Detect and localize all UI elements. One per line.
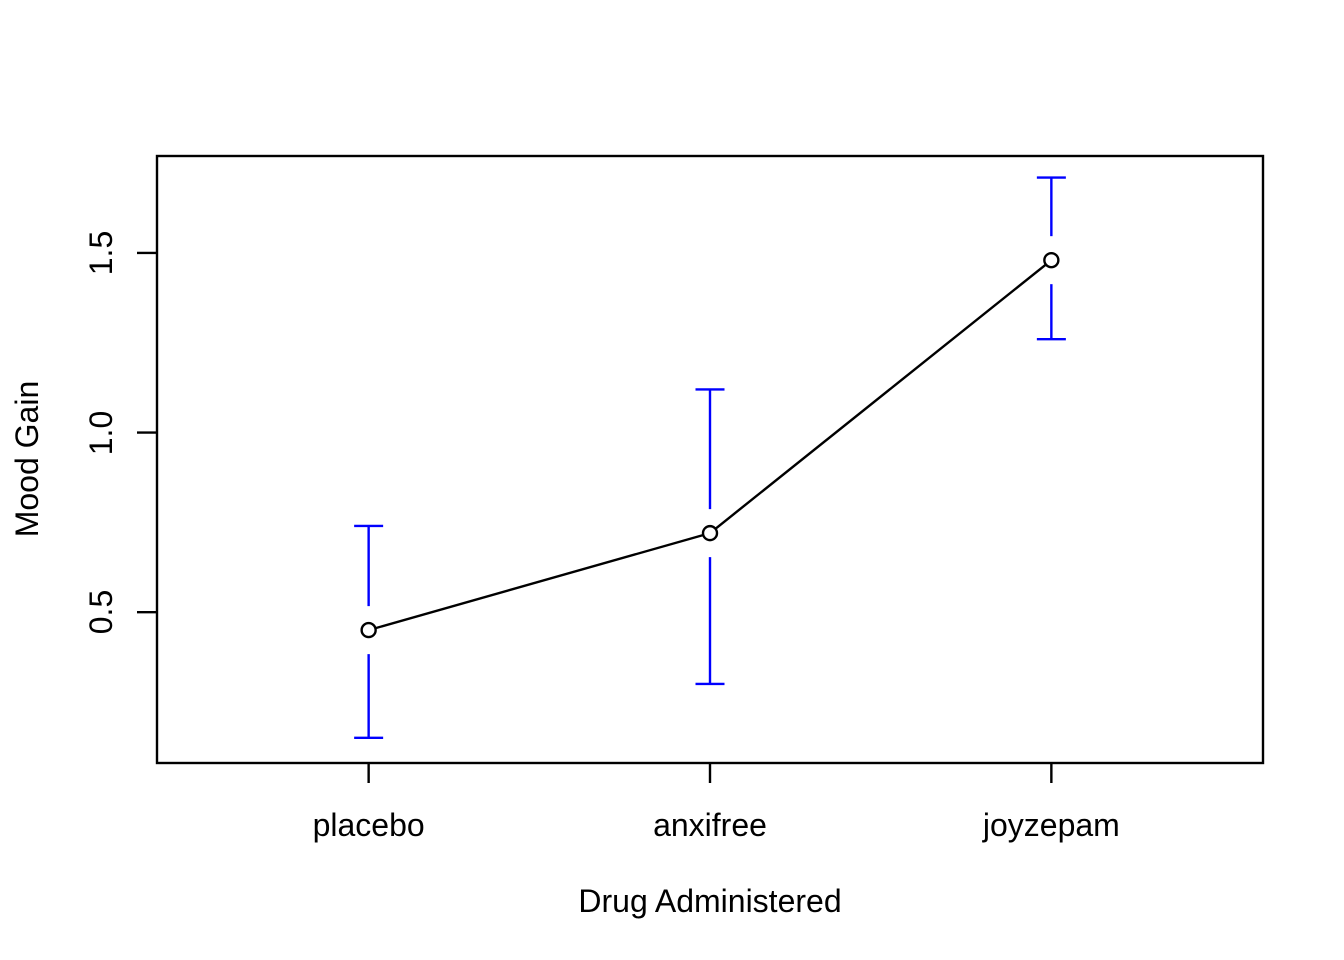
y-axis-title: Mood Gain [9,380,45,538]
data-point-marker [701,524,719,542]
data-point-marker [360,621,377,639]
series-line-segment [709,259,1053,535]
x-category-label: joyzepam [982,807,1120,843]
y-tick-label: 1.0 [83,410,119,455]
y-tick-label: 1.5 [83,230,119,276]
x-category-label: anxifree [653,807,767,843]
series-line-segment [368,531,711,632]
y-tick-label: 0.5 [83,589,119,635]
data-point-marker [1043,251,1060,269]
x-category-label: placebo [312,807,425,843]
x-axis-title: Drug Administered [578,883,842,919]
